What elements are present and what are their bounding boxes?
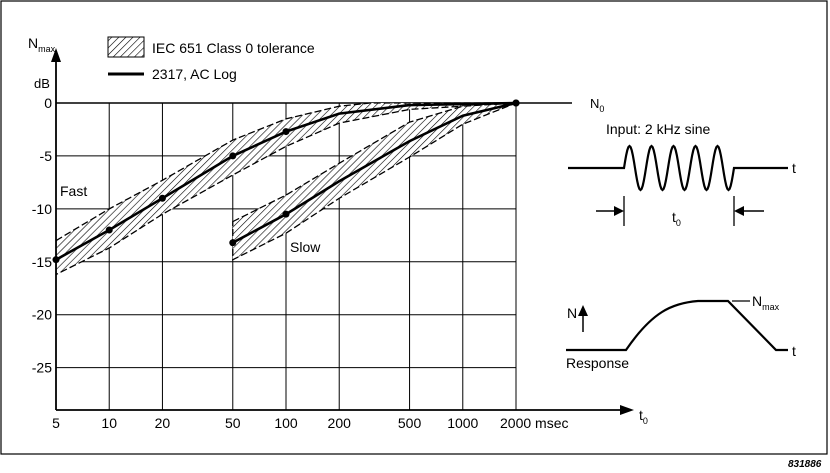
input-diagram: Input: 2 kHz sine t t0 <box>568 121 796 228</box>
y-tick-label: -20 <box>32 307 52 323</box>
x-axis-arrow <box>620 405 634 415</box>
series-label-fast: Fast <box>60 183 87 199</box>
t0-right-arrowhead <box>734 206 744 216</box>
x-tick-label: 50 <box>225 415 241 431</box>
series-line-fast <box>55 101 517 261</box>
legend-label-tolerance: IEC 651 Class 0 tolerance <box>152 40 315 56</box>
series-label-slow: Slow <box>290 239 321 255</box>
y-tick-labels: 0 -5 -10 -15 -20 -25 <box>32 95 52 376</box>
response-label: Response <box>566 355 629 371</box>
x-tick-label: 10 <box>101 415 117 431</box>
response-up-arrowhead <box>578 305 588 316</box>
response-n-label: N <box>567 305 577 321</box>
x-tick-label: 5 <box>52 415 60 431</box>
response-curve <box>566 299 788 352</box>
series-line-slow <box>232 101 517 244</box>
x-axis-label: t0 <box>639 407 648 426</box>
y-tick-label: -15 <box>32 254 52 270</box>
x-tick-label: 500 <box>398 415 422 431</box>
figure-frame <box>0 0 828 455</box>
x-tick-label: 20 <box>155 415 171 431</box>
data-point <box>282 210 290 218</box>
plot-grid <box>55 102 517 410</box>
legend-swatch-tolerance <box>107 36 145 58</box>
input-label: Input: 2 kHz sine <box>606 121 710 137</box>
t0-left-arrowhead <box>614 206 624 216</box>
x-tick-label: 1000 <box>447 415 478 431</box>
reference-line-label: N0 <box>590 96 604 114</box>
y-tick-label: -25 <box>32 360 52 376</box>
legend: IEC 651 Class 0 tolerance 2317, AC Log <box>96 32 372 90</box>
data-point <box>229 239 237 247</box>
tolerance-bands <box>56 102 516 276</box>
y-axis-label: Nmax <box>28 35 56 54</box>
y-axis-arrow <box>51 48 61 62</box>
tolerance-band-slow <box>232 102 516 261</box>
y-tick-label: -5 <box>40 148 53 164</box>
data-point <box>282 128 290 136</box>
x-tick-label: 100 <box>274 415 298 431</box>
t0-label: t0 <box>672 209 681 228</box>
data-point <box>105 226 113 234</box>
data-point <box>158 194 166 202</box>
sine-burst-waveform <box>568 144 788 192</box>
response-diagram: N Nmax t Response <box>566 293 796 371</box>
response-time-label: t <box>792 343 796 359</box>
nmax-label: Nmax <box>752 293 780 312</box>
data-point <box>229 152 237 160</box>
y-tick-label: -10 <box>32 201 52 217</box>
x-tick-label: 2000 msec <box>500 415 568 431</box>
x-tick-label: 200 <box>328 415 352 431</box>
figure-id: 831886 <box>788 459 822 470</box>
x-tick-labels: 5 10 20 50 100 200 500 1000 2000 msec <box>52 415 568 431</box>
y-axis-unit: dB <box>34 76 50 91</box>
legend-label-line: 2317, AC Log <box>152 66 237 82</box>
y-tick-label: 0 <box>44 95 52 111</box>
input-time-label: t <box>792 160 796 176</box>
